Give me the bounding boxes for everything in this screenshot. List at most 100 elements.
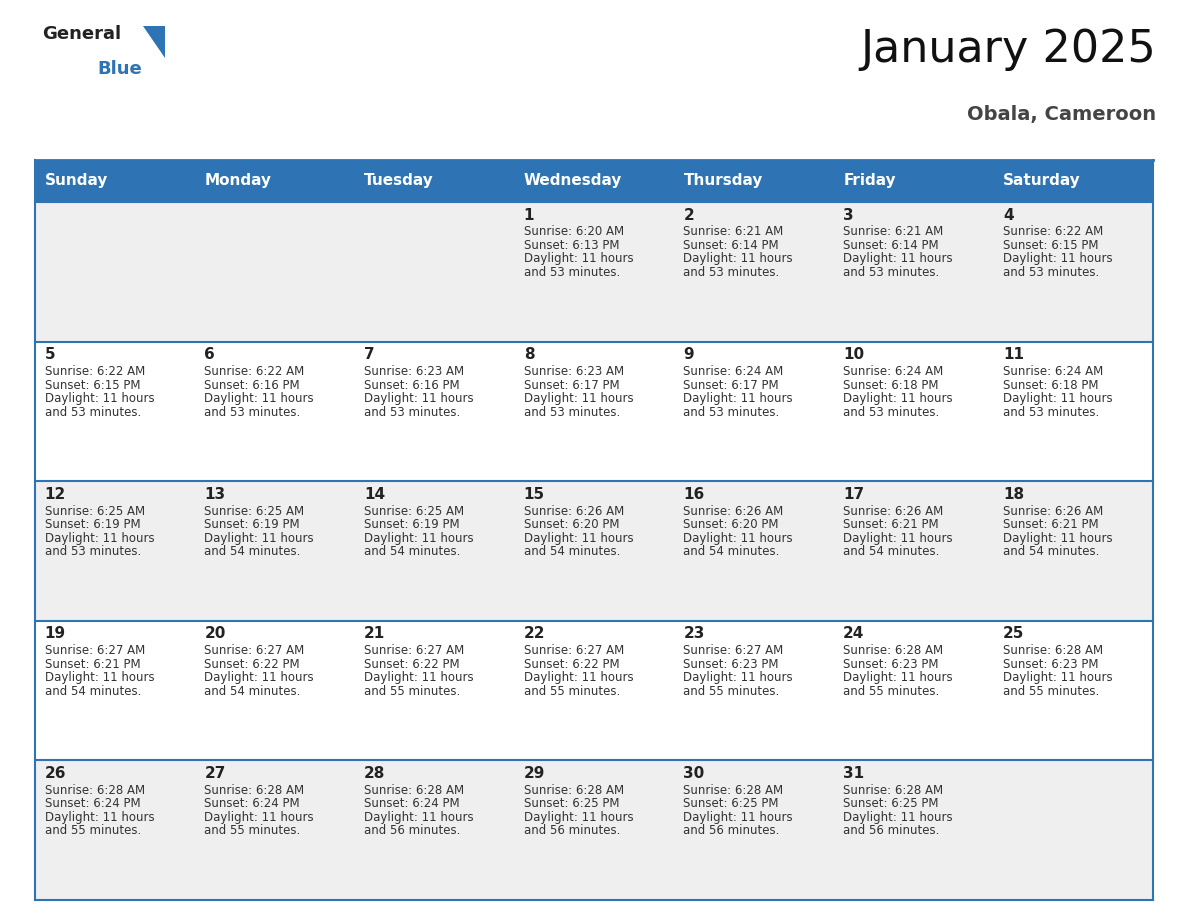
Text: Daylight: 11 hours: Daylight: 11 hours (1003, 252, 1112, 265)
Text: Daylight: 11 hours: Daylight: 11 hours (524, 252, 633, 265)
Text: 25: 25 (1003, 626, 1024, 642)
Bar (195, 341, 354, 481)
Text: Sunrise: 6:21 AM: Sunrise: 6:21 AM (843, 226, 943, 239)
Text: and 54 minutes.: and 54 minutes. (45, 685, 141, 698)
Text: Sunrise: 6:28 AM: Sunrise: 6:28 AM (683, 784, 784, 797)
Text: Sunset: 6:24 PM: Sunset: 6:24 PM (204, 798, 299, 811)
Bar (674, 341, 834, 481)
Text: Sunrise: 6:28 AM: Sunrise: 6:28 AM (524, 784, 624, 797)
Text: Sunset: 6:25 PM: Sunset: 6:25 PM (683, 798, 779, 811)
Text: Sunrise: 6:28 AM: Sunrise: 6:28 AM (364, 784, 465, 797)
Text: Sunrise: 6:22 AM: Sunrise: 6:22 AM (1003, 226, 1104, 239)
Text: Daylight: 11 hours: Daylight: 11 hours (204, 532, 314, 544)
Text: and 53 minutes.: and 53 minutes. (683, 406, 779, 419)
Bar (834, 160, 993, 202)
Text: Sunrise: 6:23 AM: Sunrise: 6:23 AM (364, 365, 465, 378)
Bar (514, 760, 674, 900)
Text: Daylight: 11 hours: Daylight: 11 hours (45, 671, 154, 684)
Text: Daylight: 11 hours: Daylight: 11 hours (364, 671, 474, 684)
Text: Sunrise: 6:20 AM: Sunrise: 6:20 AM (524, 226, 624, 239)
Bar (195, 160, 354, 202)
Text: Daylight: 11 hours: Daylight: 11 hours (45, 811, 154, 823)
Bar (514, 160, 674, 202)
Text: Sunrise: 6:22 AM: Sunrise: 6:22 AM (204, 365, 304, 378)
Text: and 55 minutes.: and 55 minutes. (524, 685, 620, 698)
Text: Daylight: 11 hours: Daylight: 11 hours (1003, 392, 1112, 405)
Text: and 55 minutes.: and 55 minutes. (204, 824, 301, 837)
Text: Sunrise: 6:25 AM: Sunrise: 6:25 AM (45, 505, 145, 518)
Text: Sunset: 6:21 PM: Sunset: 6:21 PM (1003, 518, 1099, 532)
Text: Sunrise: 6:27 AM: Sunrise: 6:27 AM (364, 644, 465, 657)
Bar (993, 621, 1154, 760)
Text: and 53 minutes.: and 53 minutes. (45, 406, 141, 419)
Text: Monday: Monday (204, 174, 271, 188)
Text: Sunset: 6:14 PM: Sunset: 6:14 PM (843, 239, 939, 252)
Text: 10: 10 (843, 347, 865, 362)
Text: 7: 7 (364, 347, 374, 362)
Text: 14: 14 (364, 487, 385, 502)
Bar (834, 341, 993, 481)
Text: 11: 11 (1003, 347, 1024, 362)
Text: Sunrise: 6:26 AM: Sunrise: 6:26 AM (843, 505, 943, 518)
Bar (195, 202, 354, 341)
Text: 27: 27 (204, 766, 226, 781)
Text: 21: 21 (364, 626, 385, 642)
Text: Sunrise: 6:21 AM: Sunrise: 6:21 AM (683, 226, 784, 239)
Text: and 55 minutes.: and 55 minutes. (45, 824, 141, 837)
Bar (674, 760, 834, 900)
Bar (34, 341, 195, 481)
Text: January 2025: January 2025 (860, 28, 1156, 71)
Text: 5: 5 (45, 347, 55, 362)
Bar (993, 160, 1154, 202)
Text: Sunrise: 6:23 AM: Sunrise: 6:23 AM (524, 365, 624, 378)
Text: Sunrise: 6:22 AM: Sunrise: 6:22 AM (45, 365, 145, 378)
Text: 12: 12 (45, 487, 65, 502)
Bar (834, 760, 993, 900)
Text: 6: 6 (204, 347, 215, 362)
Text: Sunset: 6:21 PM: Sunset: 6:21 PM (843, 518, 939, 532)
Bar (34, 760, 195, 900)
Text: and 54 minutes.: and 54 minutes. (524, 545, 620, 558)
Bar (834, 481, 993, 621)
Text: Daylight: 11 hours: Daylight: 11 hours (204, 811, 314, 823)
Text: 23: 23 (683, 626, 704, 642)
Text: Sunrise: 6:26 AM: Sunrise: 6:26 AM (683, 505, 784, 518)
Text: and 54 minutes.: and 54 minutes. (204, 685, 301, 698)
Text: and 53 minutes.: and 53 minutes. (524, 266, 620, 279)
Text: Daylight: 11 hours: Daylight: 11 hours (364, 392, 474, 405)
Text: 13: 13 (204, 487, 226, 502)
Bar (195, 621, 354, 760)
Text: Sunset: 6:24 PM: Sunset: 6:24 PM (45, 798, 140, 811)
Text: Sunset: 6:15 PM: Sunset: 6:15 PM (1003, 239, 1099, 252)
Text: and 54 minutes.: and 54 minutes. (1003, 545, 1099, 558)
Text: and 56 minutes.: and 56 minutes. (364, 824, 461, 837)
Text: Sunset: 6:25 PM: Sunset: 6:25 PM (843, 798, 939, 811)
Bar (834, 202, 993, 341)
Text: and 54 minutes.: and 54 minutes. (204, 545, 301, 558)
Bar (674, 621, 834, 760)
Text: Sunrise: 6:27 AM: Sunrise: 6:27 AM (524, 644, 624, 657)
Text: Sunset: 6:23 PM: Sunset: 6:23 PM (1003, 658, 1099, 671)
Bar (514, 202, 674, 341)
Text: Daylight: 11 hours: Daylight: 11 hours (524, 532, 633, 544)
Text: Daylight: 11 hours: Daylight: 11 hours (843, 532, 953, 544)
Text: Sunset: 6:22 PM: Sunset: 6:22 PM (204, 658, 299, 671)
Text: Sunset: 6:19 PM: Sunset: 6:19 PM (45, 518, 140, 532)
Text: Saturday: Saturday (1003, 174, 1081, 188)
Bar (34, 160, 195, 202)
Bar (354, 341, 514, 481)
Text: Sunrise: 6:24 AM: Sunrise: 6:24 AM (683, 365, 784, 378)
Text: Daylight: 11 hours: Daylight: 11 hours (683, 252, 794, 265)
Text: 29: 29 (524, 766, 545, 781)
Text: Sunrise: 6:25 AM: Sunrise: 6:25 AM (204, 505, 304, 518)
Text: Daylight: 11 hours: Daylight: 11 hours (683, 811, 794, 823)
Text: Daylight: 11 hours: Daylight: 11 hours (1003, 532, 1112, 544)
Bar (993, 481, 1154, 621)
Text: 26: 26 (45, 766, 67, 781)
Text: Sunset: 6:16 PM: Sunset: 6:16 PM (204, 378, 299, 392)
Bar (993, 341, 1154, 481)
Text: Wednesday: Wednesday (524, 174, 623, 188)
Text: Daylight: 11 hours: Daylight: 11 hours (683, 671, 794, 684)
Polygon shape (143, 26, 165, 58)
Text: 8: 8 (524, 347, 535, 362)
